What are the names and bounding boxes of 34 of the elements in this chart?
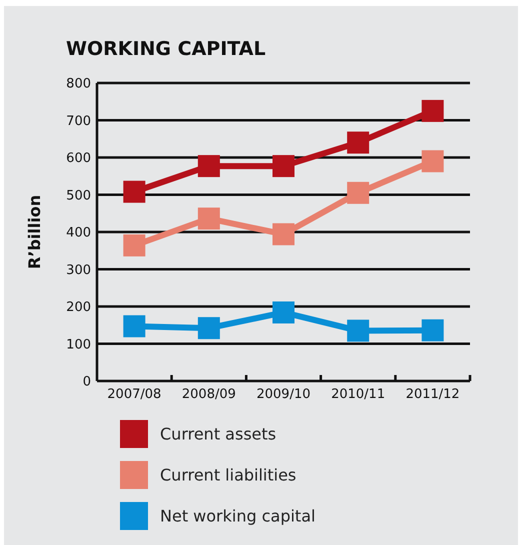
y-tick-label: 200 — [66, 300, 91, 316]
point — [347, 320, 370, 342]
y-tick-label: 0 — [82, 374, 91, 390]
point — [422, 150, 444, 172]
point — [272, 155, 294, 178]
y-tick-label: 500 — [66, 188, 91, 204]
point — [198, 208, 220, 230]
point — [347, 132, 370, 154]
point — [272, 223, 294, 246]
point — [272, 301, 294, 324]
point — [198, 155, 220, 178]
point — [422, 319, 444, 342]
point — [347, 182, 370, 204]
y-tick-label: 300 — [66, 262, 91, 278]
point — [198, 317, 220, 340]
point — [123, 234, 146, 256]
chart-title: WORKING CAPITAL — [66, 38, 266, 60]
x-tick-label: 2008/09 — [182, 387, 236, 402]
y-tick-label: 100 — [66, 337, 91, 352]
x-tick-label: 2011/12 — [406, 387, 460, 402]
y-axis-title: R’billion — [25, 194, 44, 270]
legend-label: Current assets — [160, 424, 276, 444]
legend-label: Current liabilities — [160, 466, 296, 485]
legend-label: Net working capital — [160, 506, 316, 526]
x-tick-label: 2009/10 — [256, 387, 311, 402]
x-tick-label: 2010/11 — [331, 387, 386, 402]
point — [123, 180, 146, 203]
y-tick-label: 400 — [66, 226, 91, 241]
y-tick-label: 600 — [66, 151, 91, 166]
y-tick-label: 700 — [66, 114, 91, 129]
x-tick-label: 2007/08 — [107, 387, 162, 402]
point — [422, 100, 444, 122]
point — [123, 315, 146, 338]
y-tick-label: 800 — [66, 76, 91, 92]
